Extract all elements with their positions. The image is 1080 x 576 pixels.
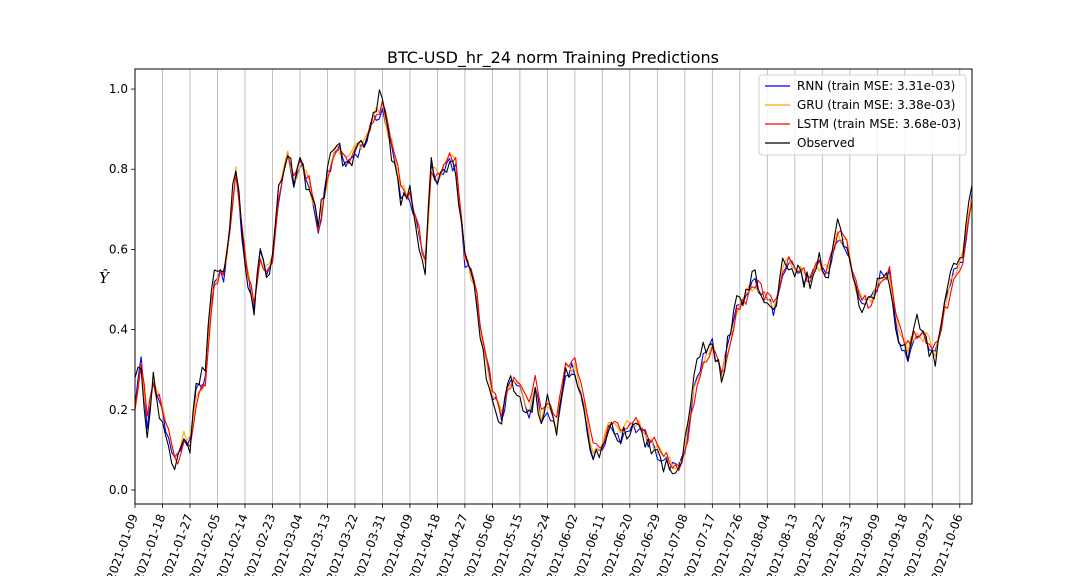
y-tick-label: 1.0 — [109, 82, 128, 96]
series-layer — [134, 89, 973, 475]
y-tick-label: 0.8 — [109, 162, 128, 176]
plot-frame — [134, 68, 973, 505]
legend-label: LSTM (train MSE: 3.68e-03) — [797, 117, 961, 131]
y-tick-label: 0.2 — [109, 403, 128, 417]
legend-label: GRU (train MSE: 3.38e-03) — [797, 98, 955, 112]
legend-box — [758, 74, 967, 156]
legend-label: RNN (train MSE: 3.31e-03) — [797, 79, 955, 93]
legend-label: Observed — [797, 136, 855, 150]
y-axis-label: Ŷ — [99, 269, 111, 287]
y-axis: 0.0 0.2 0.4 0.6 0.8 1.0 — [109, 82, 135, 497]
y-tick-label: 0.0 — [109, 483, 128, 497]
legend: RNN (train MSE: 3.31e-03) GRU (train MSE:… — [758, 74, 967, 156]
y-tick-label: 0.4 — [109, 323, 128, 337]
grid-layer — [134, 69, 961, 504]
y-tick-label: 0.6 — [109, 242, 128, 256]
observed-series-line — [134, 89, 973, 475]
chart-title: BTC-USD_hr_24 norm Training Predictions — [387, 48, 719, 68]
